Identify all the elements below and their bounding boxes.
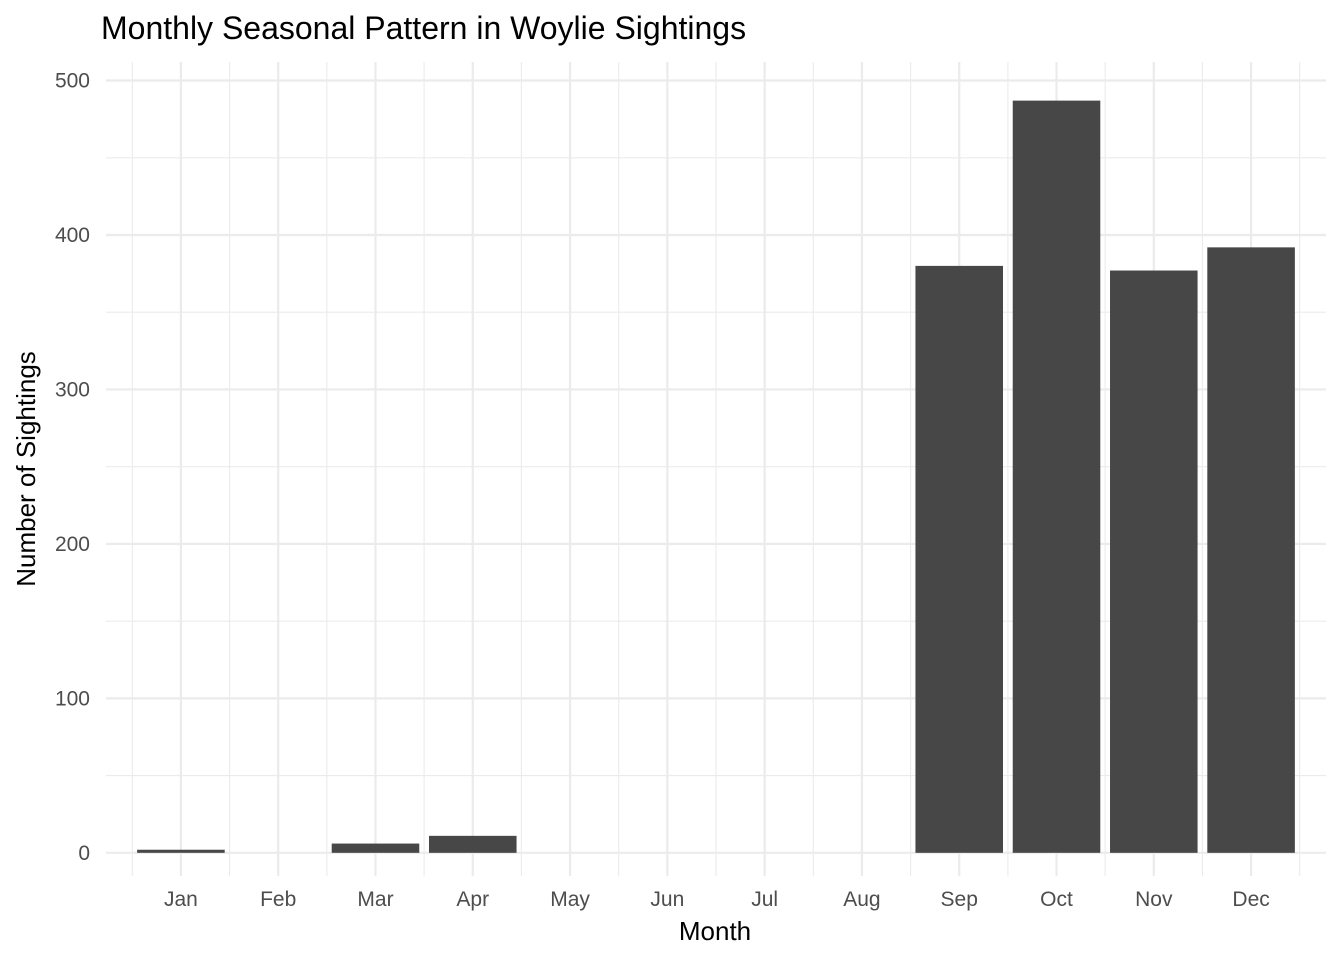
x-tick-label-feb: Feb [260,888,296,911]
y-tick-label: 0 [78,842,90,865]
chart-title: Monthly Seasonal Pattern in Woylie Sight… [101,10,746,46]
bar-oct [1012,100,1101,853]
x-tick-label-apr: Apr [456,888,489,911]
bar-nov [1110,270,1198,853]
x-tick-label-mar: Mar [357,888,393,911]
y-axis-tick-labels: 0 100 200 300 400 500 [55,70,90,865]
x-tick-label-oct: Oct [1040,888,1073,911]
bar-dec [1207,247,1295,853]
y-axis-title: Number of Sightings [11,351,41,587]
x-tick-label-dec: Dec [1232,888,1269,911]
x-axis-tick-labels: Jan Feb Mar Apr May Jun Jul Aug Sep Oct Nov Dec [164,888,1270,911]
bar-sep [915,265,1004,853]
x-tick-label-may: May [550,888,590,911]
bar-apr [428,835,517,853]
x-axis-title: Month [679,916,751,946]
bars [137,100,1295,853]
x-tick-label-nov: Nov [1135,888,1173,911]
x-tick-label-sep: Sep [941,888,978,911]
x-tick-label-aug: Aug [843,888,880,911]
bar-jan [137,849,225,853]
bar-mar [331,843,420,853]
x-tick-label-jan: Jan [164,888,198,911]
y-tick-label: 200 [55,533,90,556]
y-tick-label: 300 [55,378,90,401]
y-tick-label: 500 [55,70,90,93]
y-tick-label: 400 [55,224,90,247]
x-tick-label-jun: Jun [650,888,684,911]
y-tick-label: 100 [55,687,90,710]
x-tick-label-jul: Jul [751,888,778,911]
